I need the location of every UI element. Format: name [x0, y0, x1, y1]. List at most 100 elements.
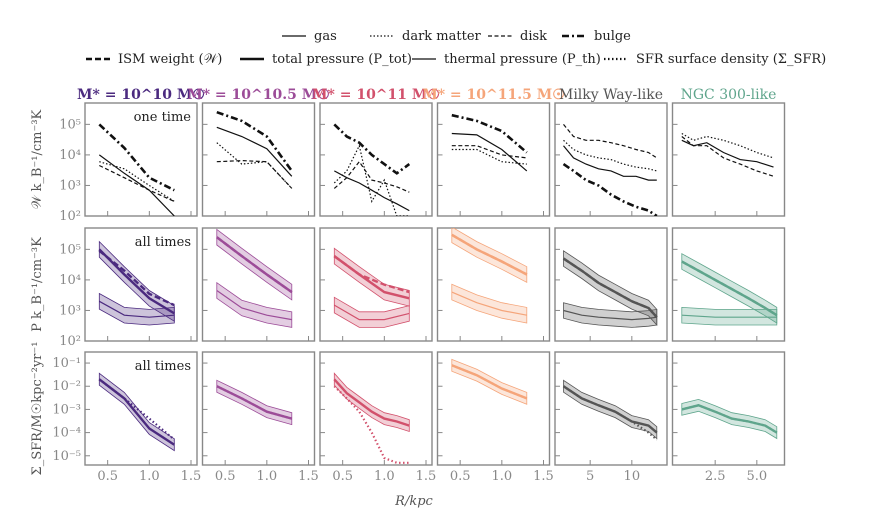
panel-frame	[671, 102, 786, 217]
x-axis-label: R/kpc	[394, 494, 433, 509]
column-title-5: NGC 300-like	[681, 87, 777, 103]
band-sfr	[333, 372, 410, 433]
legend-label-1: total pressure (P_tot)	[272, 52, 412, 67]
panel-frame	[201, 227, 316, 342]
column-title-3: M* = 10^11.5 M☉	[422, 87, 565, 103]
legend-label-2: thermal pressure (P_th)	[444, 52, 601, 67]
series-ism-weight	[681, 260, 778, 317]
band-total-pressure	[333, 247, 410, 307]
series-thermal-pressure	[99, 300, 175, 318]
series-dark-matter	[333, 143, 410, 216]
legend-label-0: gas	[314, 29, 337, 44]
panel-annotation: one time	[134, 110, 192, 125]
series-thermal-pressure	[216, 290, 292, 321]
y-tick-label: 10⁻⁴	[52, 426, 81, 441]
y-tick-label: 10⁻³	[52, 402, 81, 417]
panel-frame	[84, 351, 198, 466]
panel-frame	[319, 351, 433, 466]
y-axis-label-row-2: Σ_SFR/M☉kpc⁻²yr⁻¹	[30, 342, 45, 476]
series-disk	[99, 164, 175, 202]
panel-content	[216, 110, 293, 189]
x-tick-label: 1.5	[416, 469, 437, 484]
panel-content	[562, 250, 658, 328]
series-total-pressure	[333, 255, 410, 300]
band-thermal-pressure	[451, 283, 528, 324]
panel-r1-c3	[436, 227, 551, 342]
panel-content	[681, 132, 774, 177]
x-tick-label: 1.0	[491, 469, 512, 484]
band-thermal-pressure	[98, 292, 175, 326]
series-sfr-surface-density	[681, 404, 778, 434]
panel-r2-c0: 10⁻⁵ 10⁻⁴ 10⁻³ 10⁻² 10⁻¹ 0.5 1.0 1.5 all times Σ_…	[30, 342, 201, 484]
panel-content	[451, 228, 528, 324]
panel-frame	[671, 351, 786, 466]
column-title-2: M* = 10^11 M☉	[312, 87, 440, 103]
y-tick-label: 10⁵	[59, 242, 81, 257]
x-tick-label: 1.5	[298, 469, 319, 484]
series-ism-weight	[216, 236, 293, 294]
panel-r0-c1	[201, 102, 316, 217]
panel-frame	[201, 351, 316, 466]
panel-content	[451, 113, 528, 172]
series-sfr-model	[98, 378, 175, 446]
series-ism-weight	[451, 233, 528, 276]
panel-content	[333, 247, 410, 328]
series-sfr-surface-density	[216, 385, 293, 420]
series-thermal-pressure	[681, 314, 777, 318]
series-sfr-surface-density	[451, 364, 528, 400]
panel-content	[333, 372, 410, 464]
y-axis-label-row-1: P k_B⁻¹/cm⁻³K	[30, 237, 45, 332]
panel-frame	[436, 227, 551, 342]
y-tick-label: 10⁻²	[52, 379, 81, 394]
series-dark-matter	[451, 148, 527, 165]
panel-frame	[319, 102, 433, 217]
panel-frame	[554, 227, 668, 342]
y-axis-label-row-0: 𝒲 k_B⁻¹/cm⁻³K	[30, 109, 45, 209]
y-tick-label: 10²	[59, 334, 81, 349]
x-tick-label: 1.0	[256, 469, 277, 484]
y-tick-label: 10⁻¹	[52, 356, 81, 371]
panel-annotation: all times	[135, 359, 191, 374]
series-bulge	[333, 123, 411, 175]
panel-content	[681, 253, 778, 326]
panel-content	[681, 398, 778, 440]
panel-r0-c2	[319, 102, 433, 217]
band-thermal-pressure	[681, 306, 778, 326]
x-tick-label: 5.0	[746, 469, 767, 484]
panel-content	[333, 123, 411, 216]
series-sfr-model	[562, 385, 658, 434]
panel-frame	[201, 102, 316, 217]
legend-label-2: disk	[520, 29, 547, 44]
panel-r2-c1: 0.5 1.0 1.5	[201, 351, 319, 484]
panel-r2-c5: 2.5 5.0	[671, 351, 786, 484]
y-tick-label: 10³	[59, 178, 81, 193]
band-thermal-pressure	[563, 302, 658, 328]
panel-r0-c3	[436, 102, 551, 217]
column-title-1: M* = 10^10.5 M☉	[187, 87, 330, 103]
panel-frame	[436, 102, 551, 217]
panel-r1-c1	[201, 227, 316, 342]
series-dark-matter	[216, 142, 293, 189]
panel-frame	[436, 351, 551, 466]
x-tick-label: 2.5	[705, 469, 726, 484]
legend-label-1: dark matter	[402, 29, 482, 44]
band-sfr	[216, 379, 293, 426]
panel-content	[98, 123, 175, 216]
x-tick-label: 1.0	[139, 469, 160, 484]
y-tick-label: 10⁵	[59, 117, 81, 132]
panel-r0-c0: 10² 10³ 10⁴ 10⁵ one time 𝒲 k_B⁻¹/cm⁻³K	[30, 102, 198, 224]
series-gas	[563, 145, 657, 181]
series-dark-matter	[99, 161, 175, 202]
panel-r2-c3: 0.5 1.0 1.5	[436, 351, 554, 484]
x-tick-label: 0.5	[215, 469, 236, 484]
panel-frame	[671, 227, 786, 342]
panel-r0-c4	[554, 102, 668, 217]
panel-frame	[554, 102, 668, 217]
panel-frame	[319, 227, 433, 342]
panel-r1-c2	[319, 227, 433, 342]
series-total-pressure	[98, 248, 175, 315]
series-ism-weight	[98, 249, 175, 307]
series-gas	[334, 170, 410, 212]
panel-content	[216, 379, 293, 426]
